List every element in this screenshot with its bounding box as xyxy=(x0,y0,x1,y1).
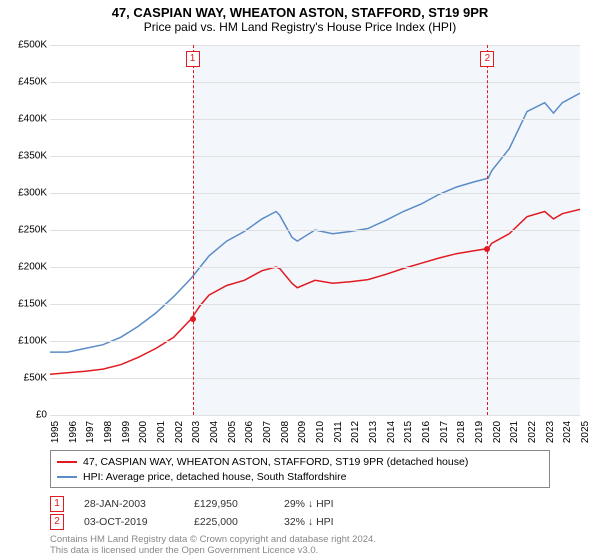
x-axis-tick: 2022 xyxy=(527,421,538,443)
x-axis-tick: 2017 xyxy=(439,421,450,443)
transaction-row-1: 1 28-JAN-2003 £129,950 29% ↓ HPI xyxy=(50,495,334,513)
transaction-pct-2: 32% ↓ HPI xyxy=(284,516,334,528)
grid-line xyxy=(50,341,580,342)
footer-line-1: Contains HM Land Registry data © Crown c… xyxy=(50,534,376,545)
x-axis-tick: 2011 xyxy=(333,421,344,443)
grid-line xyxy=(50,378,580,379)
transaction-table: 1 28-JAN-2003 £129,950 29% ↓ HPI 2 03-OC… xyxy=(50,495,334,531)
grid-line xyxy=(50,193,580,194)
x-axis-tick: 2006 xyxy=(244,421,255,443)
x-axis-tick: 2015 xyxy=(403,421,414,443)
series-line-hpi xyxy=(50,93,580,352)
transaction-date-2: 03-OCT-2019 xyxy=(84,516,174,528)
marker-ref-line xyxy=(487,45,488,415)
x-axis-tick: 1995 xyxy=(50,421,61,443)
x-axis-tick: 2004 xyxy=(209,421,220,443)
x-axis-tick: 2003 xyxy=(191,421,202,443)
x-axis-tick: 2005 xyxy=(227,421,238,443)
legend-label-hpi: HPI: Average price, detached house, Sout… xyxy=(83,471,346,483)
transaction-marker-2: 2 xyxy=(50,514,64,530)
y-axis-tick: £450K xyxy=(2,77,47,88)
y-axis-tick: £500K xyxy=(2,40,47,51)
x-axis-tick: 2012 xyxy=(350,421,361,443)
grid-line xyxy=(50,82,580,83)
transaction-price-2: £225,000 xyxy=(194,516,264,528)
x-axis-tick: 2002 xyxy=(174,421,185,443)
grid-line xyxy=(50,119,580,120)
x-axis-tick: 2018 xyxy=(456,421,467,443)
grid-line xyxy=(50,304,580,305)
transaction-marker-1: 1 xyxy=(50,496,64,512)
x-axis-tick: 2025 xyxy=(580,421,591,443)
footer-attribution: Contains HM Land Registry data © Crown c… xyxy=(50,534,376,556)
y-axis-tick: £350K xyxy=(2,151,47,162)
y-axis-tick: £100K xyxy=(2,336,47,347)
transaction-date-1: 28-JAN-2003 xyxy=(84,498,174,510)
x-axis-tick: 1998 xyxy=(103,421,114,443)
transaction-pct-1: 29% ↓ HPI xyxy=(284,498,334,510)
chart-subtitle: Price paid vs. HM Land Registry's House … xyxy=(0,20,600,38)
marker-dot xyxy=(190,316,196,322)
chart-plot-area: £0£50K£100K£150K£200K£250K£300K£350K£400… xyxy=(50,45,580,415)
x-axis-tick: 2014 xyxy=(386,421,397,443)
x-axis-tick: 1996 xyxy=(68,421,79,443)
legend-box: 47, CASPIAN WAY, WHEATON ASTON, STAFFORD… xyxy=(50,450,550,488)
x-axis-tick: 2010 xyxy=(315,421,326,443)
x-axis-tick: 2008 xyxy=(280,421,291,443)
grid-line xyxy=(50,156,580,157)
legend-swatch-hpi xyxy=(57,476,77,478)
grid-line xyxy=(50,415,580,416)
x-axis-tick: 1997 xyxy=(85,421,96,443)
grid-line xyxy=(50,45,580,46)
legend-item-hpi: HPI: Average price, detached house, Sout… xyxy=(57,469,543,484)
x-axis-tick: 2016 xyxy=(421,421,432,443)
x-axis-tick: 2009 xyxy=(297,421,308,443)
x-axis-tick: 2001 xyxy=(156,421,167,443)
footer-line-2: This data is licensed under the Open Gov… xyxy=(50,545,376,556)
y-axis-tick: £250K xyxy=(2,225,47,236)
x-axis-tick: 2013 xyxy=(368,421,379,443)
grid-line xyxy=(50,230,580,231)
marker-label: 2 xyxy=(480,51,494,67)
y-axis-tick: £0 xyxy=(2,410,47,421)
x-axis-tick: 2019 xyxy=(474,421,485,443)
legend-swatch-property xyxy=(57,461,77,463)
transaction-row-2: 2 03-OCT-2019 £225,000 32% ↓ HPI xyxy=(50,513,334,531)
x-axis-tick: 2000 xyxy=(138,421,149,443)
x-axis-tick: 2024 xyxy=(562,421,573,443)
y-axis-tick: £400K xyxy=(2,114,47,125)
series-line-property xyxy=(50,209,580,374)
marker-label: 1 xyxy=(186,51,200,67)
x-axis-tick: 2020 xyxy=(492,421,503,443)
legend-item-property: 47, CASPIAN WAY, WHEATON ASTON, STAFFORD… xyxy=(57,454,543,469)
y-axis-tick: £150K xyxy=(2,299,47,310)
chart-container: 47, CASPIAN WAY, WHEATON ASTON, STAFFORD… xyxy=(0,0,600,560)
grid-line xyxy=(50,267,580,268)
y-axis-tick: £50K xyxy=(2,373,47,384)
x-axis-tick: 2007 xyxy=(262,421,273,443)
legend-label-property: 47, CASPIAN WAY, WHEATON ASTON, STAFFORD… xyxy=(83,456,468,468)
y-axis-tick: £300K xyxy=(2,188,47,199)
x-axis-tick: 2021 xyxy=(509,421,520,443)
x-axis-tick: 2023 xyxy=(545,421,556,443)
y-axis-tick: £200K xyxy=(2,262,47,273)
marker-dot xyxy=(484,246,490,252)
chart-title: 47, CASPIAN WAY, WHEATON ASTON, STAFFORD… xyxy=(0,0,600,20)
x-axis-tick: 1999 xyxy=(121,421,132,443)
transaction-price-1: £129,950 xyxy=(194,498,264,510)
marker-ref-line xyxy=(193,45,194,415)
